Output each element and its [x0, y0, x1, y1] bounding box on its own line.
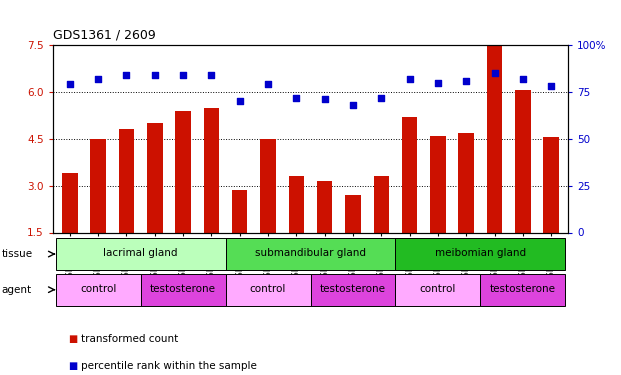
Text: control: control — [250, 284, 286, 294]
Bar — [225, 274, 310, 306]
Point — [405, 76, 415, 82]
Point — [291, 94, 301, 100]
Text: control: control — [80, 284, 116, 294]
Text: transformed count: transformed count — [81, 334, 178, 344]
Text: meibomian gland: meibomian gland — [435, 248, 526, 258]
Point — [93, 76, 103, 82]
Bar — [62, 173, 78, 232]
Bar — [310, 274, 396, 306]
Point — [348, 102, 358, 108]
Point — [178, 72, 188, 78]
Bar — [90, 139, 106, 232]
Bar — [396, 238, 565, 270]
Point — [376, 94, 386, 100]
Bar — [175, 111, 191, 232]
Bar — [515, 90, 531, 232]
Bar — [481, 274, 565, 306]
Bar — [225, 238, 396, 270]
Text: testosterone: testosterone — [320, 284, 386, 294]
Bar — [232, 190, 248, 232]
Bar — [140, 274, 225, 306]
Bar — [543, 137, 559, 232]
Text: submandibular gland: submandibular gland — [255, 248, 366, 258]
Point — [320, 96, 330, 102]
Point — [461, 78, 471, 84]
Point — [489, 70, 499, 76]
Bar — [260, 139, 276, 232]
Bar — [56, 274, 140, 306]
Text: ■: ■ — [68, 334, 78, 344]
Bar — [396, 274, 481, 306]
Bar — [56, 238, 225, 270]
Text: control: control — [420, 284, 456, 294]
Bar — [345, 195, 361, 232]
Text: testosterone: testosterone — [150, 284, 216, 294]
Text: GDS1361 / 2609: GDS1361 / 2609 — [53, 28, 155, 41]
Text: lacrimal gland: lacrimal gland — [103, 248, 178, 258]
Bar — [430, 136, 446, 232]
Bar — [317, 181, 332, 232]
Point — [150, 72, 160, 78]
Point — [546, 83, 556, 89]
Point — [518, 76, 528, 82]
Point — [122, 72, 132, 78]
Bar — [373, 176, 389, 232]
Text: tissue: tissue — [1, 249, 32, 259]
Text: agent: agent — [1, 285, 32, 295]
Bar — [147, 123, 163, 232]
Point — [263, 81, 273, 87]
Point — [433, 80, 443, 86]
Bar — [204, 108, 219, 232]
Bar — [487, 45, 502, 232]
Bar — [458, 132, 474, 232]
Bar — [289, 176, 304, 232]
Point — [65, 81, 75, 87]
Text: ■: ■ — [68, 361, 78, 370]
Bar — [402, 117, 417, 232]
Point — [235, 98, 245, 104]
Point — [206, 72, 216, 78]
Text: percentile rank within the sample: percentile rank within the sample — [81, 361, 256, 370]
Text: testosterone: testosterone — [490, 284, 556, 294]
Bar — [119, 129, 134, 232]
